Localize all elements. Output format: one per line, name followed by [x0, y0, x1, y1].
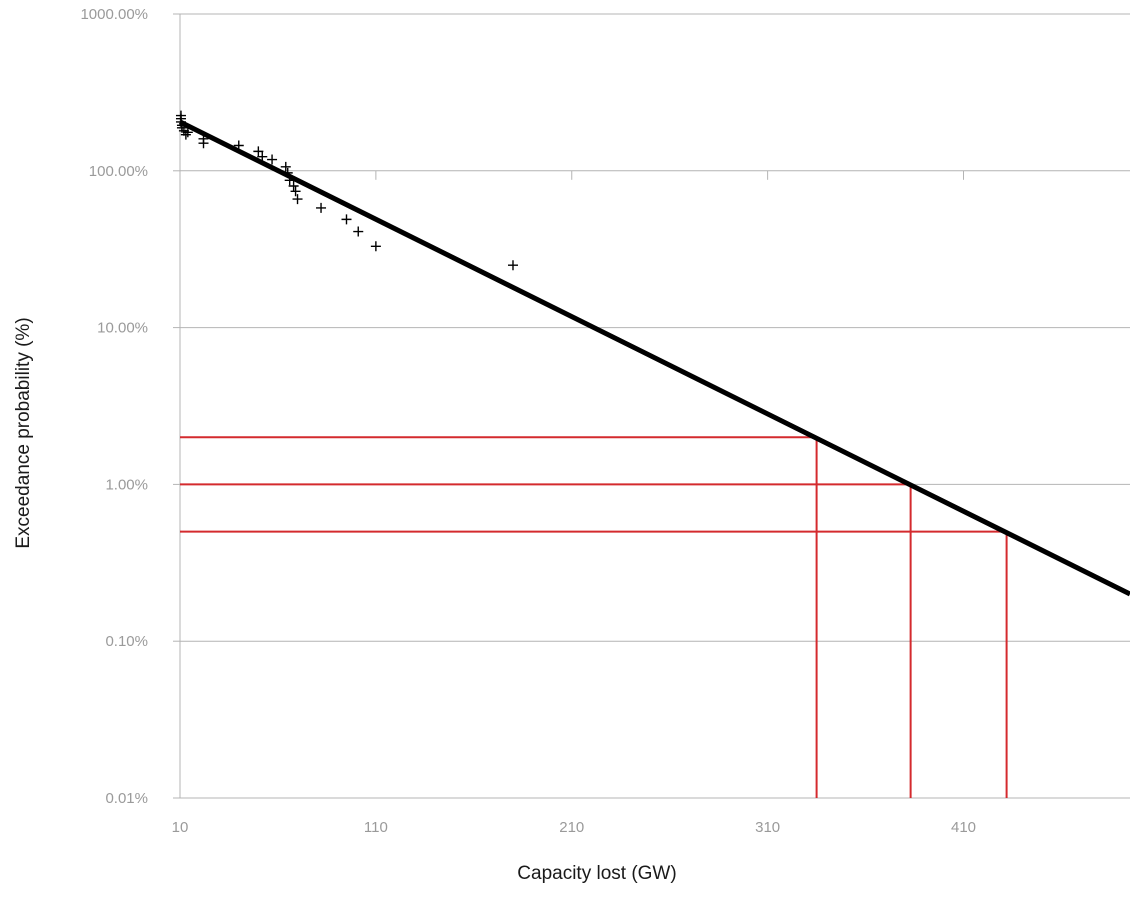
x-tick-label: 110	[364, 819, 388, 836]
data-point	[370, 241, 381, 252]
y-tick-label: 100.00%	[89, 163, 148, 180]
fit-line	[178, 119, 1130, 597]
data-point	[507, 260, 518, 271]
data-points	[175, 110, 518, 271]
axes	[173, 13, 1130, 799]
data-point	[253, 146, 264, 157]
y-axis-title: Exceedance probability (%)	[13, 317, 34, 548]
gridlines	[180, 13, 1130, 642]
data-point	[341, 214, 352, 225]
x-tick-label: 10	[172, 819, 189, 836]
data-point	[353, 226, 364, 237]
x-tick-labels: 10 110 210 310 410	[172, 819, 976, 836]
x-tick-label: 310	[755, 819, 780, 836]
x-tick-label: 210	[559, 819, 584, 836]
y-tick-label: 0.10%	[105, 633, 148, 650]
data-point	[316, 202, 327, 213]
data-point	[288, 180, 299, 191]
reference-lines	[180, 436, 1008, 798]
data-point	[182, 127, 193, 138]
y-tick-label: 1000.00%	[80, 6, 148, 23]
data-point	[198, 138, 209, 149]
data-point	[233, 140, 244, 151]
y-tick-label: 1.00%	[105, 476, 148, 493]
data-point	[292, 194, 303, 205]
x-tick-label: 410	[951, 819, 976, 836]
data-point	[280, 161, 291, 172]
y-tick-label: 0.01%	[105, 790, 148, 807]
data-point	[267, 154, 278, 165]
data-point	[290, 186, 301, 197]
x-axis-title: Capacity lost (GW)	[517, 863, 676, 884]
data-point	[257, 151, 268, 162]
data-point	[282, 167, 293, 178]
y-tick-label: 10.00%	[97, 320, 148, 337]
y-tick-labels: 0.01% 0.10% 1.00% 10.00% 100.00% 1000.00%	[80, 6, 148, 807]
data-point	[180, 129, 191, 140]
fit-line-group	[178, 119, 1130, 597]
data-point	[284, 175, 295, 186]
